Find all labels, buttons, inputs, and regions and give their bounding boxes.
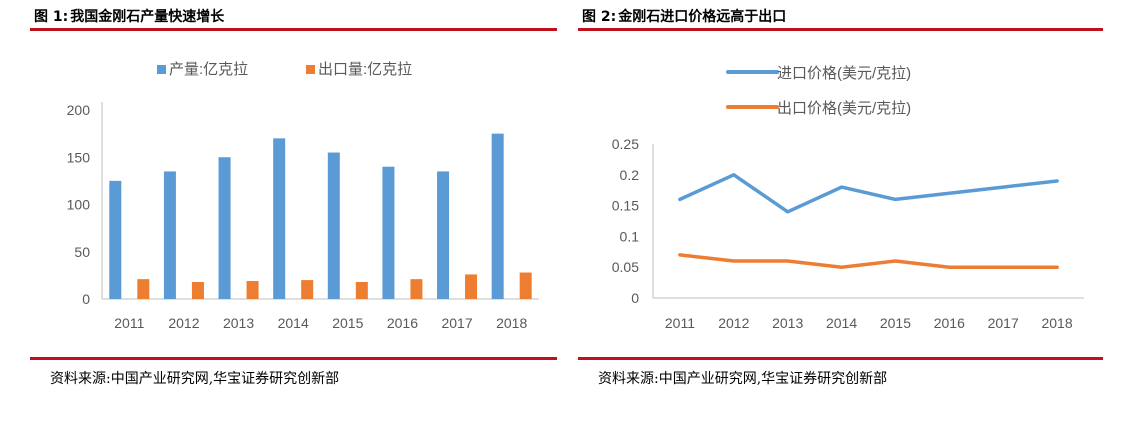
figure-1-title: 图 1: 我国金刚石产量快速增长 [34, 6, 224, 26]
x-tick-label: 2014 [278, 315, 309, 331]
bar [301, 280, 314, 299]
bar [355, 281, 368, 299]
bar [218, 157, 231, 299]
x-tick-label: 2015 [332, 315, 363, 331]
bar-chart: 产量:亿克拉 出口量:亿克拉 0 50 100 150 200 2011 2012 2013 201… [67, 61, 539, 331]
y-tick-label: 100 [67, 197, 91, 213]
bar [382, 166, 395, 299]
y-tick-label: 200 [67, 102, 91, 118]
y-tick-label: 0 [82, 291, 90, 307]
bar [246, 281, 259, 299]
figure-2-top-rule [578, 28, 1103, 31]
series-line [678, 253, 1059, 269]
x-tick-label: 2012 [168, 315, 199, 331]
bar [519, 272, 532, 299]
legend-label: 出口价格(美元/克拉) [777, 100, 911, 117]
bar [491, 133, 504, 299]
x-tick-label: 2013 [772, 315, 803, 331]
figure-2-title: 图 2: 金刚石进口价格远高于出口 [582, 6, 786, 26]
figure-2-label: 图 2: [582, 9, 617, 25]
bar [273, 138, 286, 299]
bar [137, 279, 150, 299]
y-tick-label: 150 [67, 149, 91, 165]
legend-swatch [306, 65, 315, 74]
x-tick-label: 2018 [496, 315, 527, 331]
x-tick-label: 2011 [114, 315, 144, 331]
y-tick-label: 0 [631, 290, 639, 306]
y-tick-label: 50 [74, 244, 90, 260]
figure-1-source: 资料来源:中国产业研究网,华宝证券研究创新部 [50, 371, 340, 387]
legend-swatch [157, 65, 166, 74]
x-tick-label: 2011 [665, 315, 695, 331]
x-tick-label: 2012 [718, 315, 749, 331]
y-tick-label: 0.1 [620, 228, 640, 244]
legend-label: 产量:亿克拉 [169, 61, 248, 78]
y-tick-label: 0.2 [620, 167, 640, 183]
series-line [678, 173, 1059, 214]
figure-1-top-rule [30, 28, 557, 31]
figure-1-title-text: 我国金刚石产量快速增长 [70, 9, 225, 25]
figure-1-bottom-rule [30, 357, 557, 360]
y-tick-label: 0.05 [612, 259, 639, 275]
figure-2-title-text: 金刚石进口价格远高于出口 [618, 9, 787, 25]
bar [437, 171, 450, 299]
legend-label: 出口量:亿克拉 [318, 61, 412, 78]
x-tick-label: 2018 [1041, 315, 1072, 331]
bar [163, 171, 176, 299]
y-tick-label: 0.15 [612, 198, 639, 214]
bar [465, 274, 478, 299]
bar [109, 180, 122, 299]
figure-1: 图 1: 我国金刚石产量快速增长 产量:亿克拉 出口量:亿克拉 0 50 100 150 20… [30, 0, 557, 423]
figure-1-label: 图 1: [34, 9, 69, 25]
legend-label: 进口价格(美元/克拉) [777, 65, 911, 82]
line-chart: 进口价格(美元/克拉) 出口价格(美元/克拉) 0 0.05 0.1 0.15 0.2 0.2… [612, 65, 1084, 331]
figure-2-bottom-rule [578, 357, 1103, 360]
x-tick-label: 2017 [988, 315, 1019, 331]
figure-2: 图 2: 金刚石进口价格远高于出口 进口价格(美元/克拉) 出口价格(美元/克拉) 0… [578, 0, 1103, 423]
x-tick-label: 2015 [880, 315, 911, 331]
x-tick-label: 2017 [441, 315, 472, 331]
x-tick-label: 2013 [223, 315, 254, 331]
bar [327, 152, 340, 299]
bar [410, 279, 423, 299]
figure-2-source: 资料来源:中国产业研究网,华宝证券研究创新部 [598, 371, 888, 387]
x-tick-label: 2016 [934, 315, 965, 331]
x-tick-label: 2014 [826, 315, 857, 331]
y-tick-label: 0.25 [612, 136, 639, 152]
x-tick-label: 2016 [387, 315, 418, 331]
bar [191, 281, 204, 299]
